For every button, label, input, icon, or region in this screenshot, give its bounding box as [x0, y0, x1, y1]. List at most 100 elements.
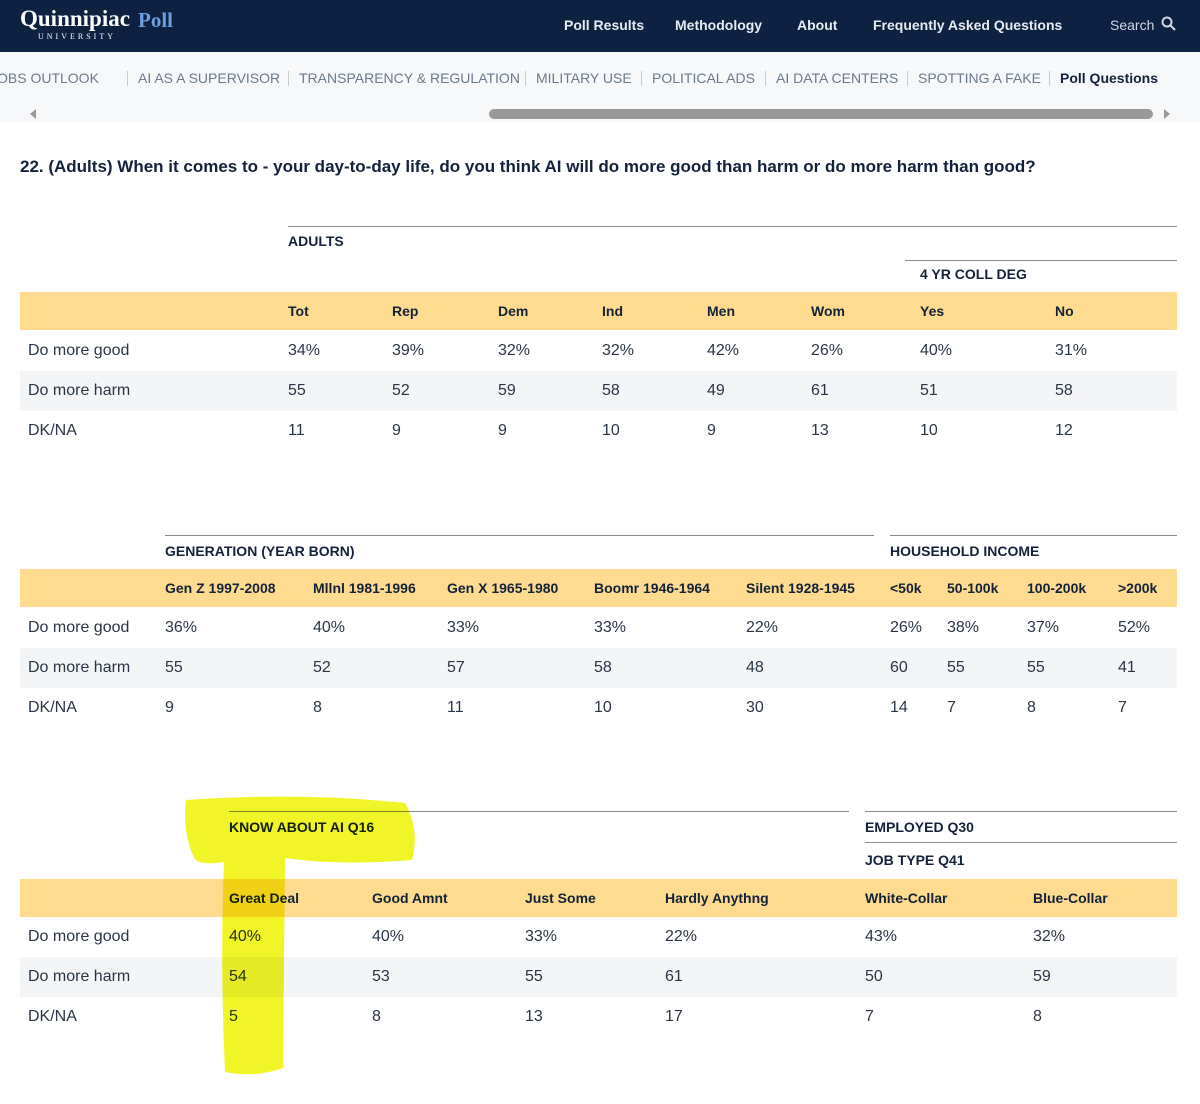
cell: 8 [372, 1008, 381, 1025]
column-header: Ind [602, 303, 623, 319]
column-header: Just Some [525, 890, 596, 906]
cell: 55 [288, 382, 306, 399]
tab[interactable]: POLITICAL ADS [652, 70, 755, 86]
cell: 42% [707, 342, 740, 359]
group-label: KNOW ABOUT AI Q16 [229, 819, 375, 835]
cell: 33% [525, 928, 558, 945]
row-label: DK/NA [28, 1008, 77, 1025]
nav-link[interactable]: Methodology [675, 17, 763, 33]
group-line [905, 260, 1177, 261]
cell: 40% [372, 928, 405, 945]
cell: 22% [665, 928, 698, 945]
tab[interactable]: TRANSPARENCY & REGULATION [299, 70, 520, 86]
nav-link[interactable]: Poll Results [564, 17, 645, 33]
group-label: EMPLOYED Q30 [865, 819, 974, 835]
tab-separator [765, 71, 766, 86]
column-header: Boomr 1946-1964 [594, 580, 710, 596]
column-header: No [1055, 303, 1074, 319]
logo-sub: UNIVERSITY [38, 32, 116, 41]
column-header: Gen X 1965-1980 [447, 580, 559, 596]
cell: 5 [229, 1008, 238, 1025]
column-header: Dem [498, 303, 529, 319]
column-header: Hardly Anythng [665, 890, 769, 906]
row-label: DK/NA [28, 422, 77, 439]
cell: 55 [525, 968, 543, 985]
scroll-right[interactable] [1164, 109, 1170, 119]
column-header: Good Amnt [372, 890, 448, 906]
cell: 7 [1118, 699, 1127, 716]
nav-link[interactable]: Frequently Asked Questions [873, 17, 1063, 33]
cell: 32% [498, 342, 531, 359]
cell: 31% [1055, 342, 1088, 359]
column-header: <50k [890, 580, 922, 596]
cell: 58 [594, 659, 612, 676]
cell: 7 [947, 699, 956, 716]
tab[interactable]: AI DATA CENTERS [776, 70, 899, 86]
cell: 52% [1118, 619, 1151, 636]
cell: 8 [313, 699, 322, 716]
scroll-left[interactable] [30, 109, 36, 119]
cell: 10 [920, 422, 938, 439]
row-label: Do more good [28, 619, 130, 636]
cell: 40% [229, 928, 262, 945]
header: Quinnipiac UNIVERSITY Poll Search Poll R… [0, 0, 1200, 52]
tab-separator [127, 71, 128, 86]
tab-separator [1049, 71, 1050, 86]
group-line [288, 226, 1177, 227]
cell: 38% [947, 619, 980, 636]
group-label: GENERATION (YEAR BORN) [165, 543, 355, 559]
row-label: Do more harm [28, 968, 131, 985]
column-header: Mllnl 1981-1996 [313, 580, 416, 596]
row-stripe [20, 648, 1177, 688]
cell: 9 [707, 422, 716, 439]
cell: 58 [1055, 382, 1073, 399]
tab[interactable]: JOBS OUTLOOK [0, 70, 99, 86]
cell: 52 [313, 659, 331, 676]
cell: 48 [746, 659, 764, 676]
header-row [20, 292, 1177, 330]
search[interactable]: Search [1110, 17, 1155, 33]
cell: 55 [1027, 659, 1045, 676]
tab[interactable]: Poll Questions [1060, 70, 1159, 86]
cell: 33% [594, 619, 627, 636]
nav-link[interactable]: About [797, 17, 838, 33]
logo-poll[interactable]: Poll [138, 8, 173, 32]
question: 22. (Adults) When it comes to - your day… [20, 157, 1036, 176]
column-header: White-Collar [865, 890, 948, 906]
row-label: Do more good [28, 928, 130, 945]
group-label: HOUSEHOLD INCOME [890, 543, 1040, 559]
logo[interactable]: Quinnipiac [20, 6, 130, 31]
cell: 26% [811, 342, 844, 359]
tab-separator [525, 71, 526, 86]
tab[interactable]: AI AS A SUPERVISOR [138, 70, 281, 86]
column-header: Blue-Collar [1033, 890, 1108, 906]
tab-separator [907, 71, 908, 86]
tab[interactable]: SPOTTING A FAKE [918, 70, 1041, 86]
column-header: Tot [288, 303, 309, 319]
cell: 39% [392, 342, 425, 359]
scrollbar[interactable] [489, 109, 1153, 119]
column-header: Silent 1928-1945 [746, 580, 855, 596]
cell: 41 [1118, 659, 1136, 676]
cell: 59 [498, 382, 516, 399]
column-header: Rep [392, 303, 419, 319]
column-header: Wom [811, 303, 845, 319]
column-header: >200k [1118, 580, 1158, 596]
search-icon[interactable] [1161, 16, 1177, 32]
group-label: 4 YR COLL DEG [920, 266, 1027, 282]
cell: 30 [746, 699, 764, 716]
cell: 14 [890, 699, 908, 716]
cell: 8 [1033, 1008, 1042, 1025]
tab[interactable]: MILITARY USE [536, 70, 632, 86]
tab-separator [288, 71, 289, 86]
cell: 54 [229, 968, 247, 985]
row-label: Do more harm [28, 659, 131, 676]
group-line [865, 811, 1177, 812]
cell: 7 [865, 1008, 874, 1025]
cell: 11 [288, 422, 305, 439]
cell: 12 [1055, 422, 1073, 439]
cell: 60 [890, 659, 908, 676]
cell: 36% [165, 619, 198, 636]
cell: 32% [602, 342, 635, 359]
